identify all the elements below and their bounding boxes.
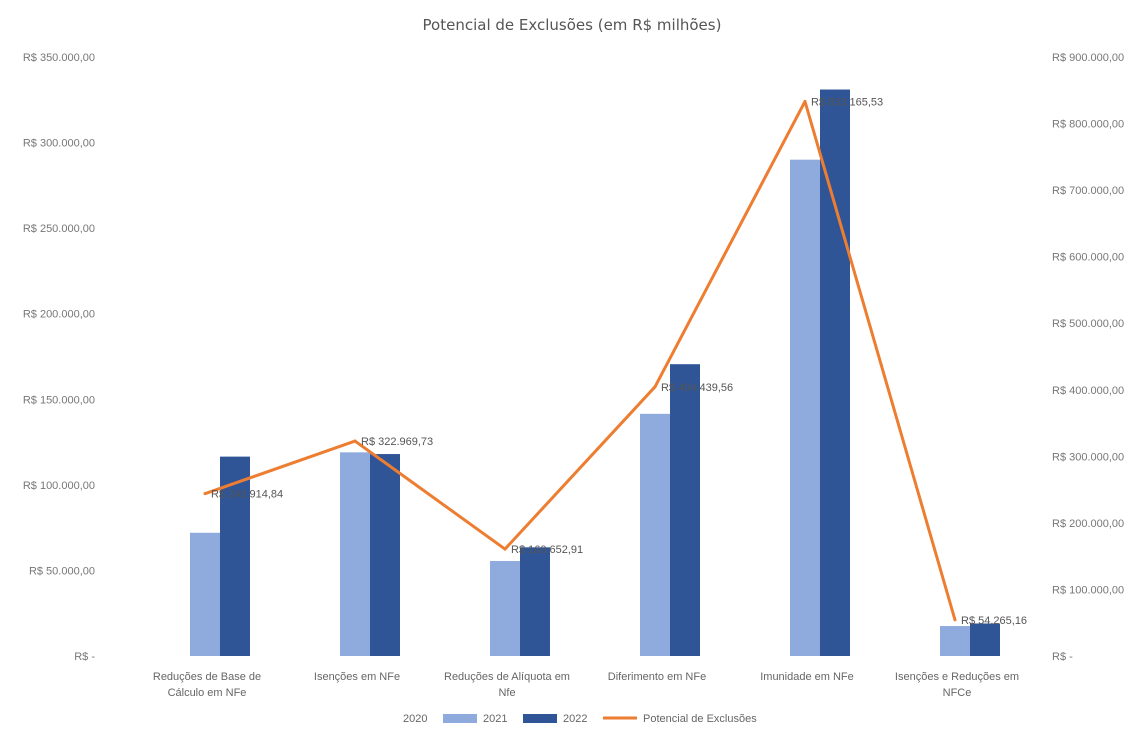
bar-2021-1 [340, 452, 370, 656]
bar-2022-0 [220, 456, 250, 656]
right-tick-label: R$ 800.000,00 [1052, 119, 1124, 131]
category-axis: Reduções de Base de Cálculo em NFe Isençõe… [153, 671, 1019, 699]
left-tick-label: R$ 50.000,00 [29, 565, 95, 577]
data-label-5: R$ 54.265,16 [961, 615, 1027, 627]
line-point-4 [803, 99, 807, 103]
left-tick-label: R$ - [74, 651, 95, 663]
right-tick-label: R$ 900.000,00 [1052, 52, 1124, 64]
bar-2022-4 [820, 89, 850, 656]
line-point-5 [953, 618, 957, 622]
category-label-5: Isenções e Reduções em [895, 671, 1019, 683]
right-tick-label: R$ - [1052, 651, 1073, 663]
category-label-2: Nfe [498, 687, 515, 699]
data-label-1: R$ 322.969,73 [361, 436, 433, 448]
right-tick-label: R$ 500.000,00 [1052, 318, 1124, 330]
bar-2022-5 [970, 623, 1000, 656]
category-label-2: Reduções de Alíquota em [444, 671, 570, 683]
legend-swatch-2022 [523, 714, 557, 723]
legend-label-0: 2020 [403, 713, 427, 725]
legend-label-2: 2022 [563, 713, 587, 725]
bar-2021-3 [640, 413, 670, 656]
left-tick-label: R$ 250.000,00 [23, 223, 95, 235]
legend-swatch-2021 [443, 714, 477, 723]
legend-label-3: Potencial de Exclusões [643, 713, 757, 725]
category-label-0: Cálculo em NFe [168, 687, 247, 699]
bar-2022-2 [520, 547, 550, 656]
right-tick-label: R$ 100.000,00 [1052, 584, 1124, 596]
data-labels: R$ 243.914,84 R$ 322.969,73 R$ 160.652,91 R… [211, 96, 1027, 626]
left-tick-label: R$ 100.000,00 [23, 480, 95, 492]
right-tick-label: R$ 400.000,00 [1052, 385, 1124, 397]
bar-2021-2 [490, 561, 520, 656]
data-label-4: R$ 833.165,53 [811, 96, 883, 108]
right-tick-label: R$ 600.000,00 [1052, 252, 1124, 264]
data-label-2: R$ 160.652,91 [511, 544, 583, 556]
bar-series [190, 89, 1000, 656]
line-point-3 [653, 385, 657, 389]
right-tick-label: R$ 200.000,00 [1052, 518, 1124, 530]
line-point-0 [203, 492, 207, 496]
bar-2021-4 [790, 159, 820, 656]
line-potencial-exclusoes [204, 99, 957, 621]
left-tick-label: R$ 150.000,00 [23, 394, 95, 406]
left-tick-label: R$ 350.000,00 [23, 52, 95, 64]
bar-2022-3 [670, 364, 700, 656]
bar-2022-1 [370, 454, 400, 656]
category-label-5: NFCe [943, 687, 972, 699]
legend: 2020 2021 2022 Potencial de Exclusões [403, 713, 757, 725]
data-label-0: R$ 243.914,84 [211, 489, 283, 501]
category-label-3: Diferimento em NFe [608, 671, 706, 683]
legend-label-1: 2021 [483, 713, 507, 725]
category-label-4: Imunidade em NFe [760, 671, 854, 683]
bar-2021-0 [190, 532, 220, 656]
bar-2021-5 [940, 626, 970, 656]
line-point-1 [353, 439, 357, 443]
line-series [203, 99, 957, 622]
chart-title: Potencial de Exclusões (em R$ milhões) [423, 16, 722, 34]
left-tick-label: R$ 300.000,00 [23, 138, 95, 150]
right-tick-label: R$ 700.000,00 [1052, 185, 1124, 197]
line-point-2 [503, 547, 507, 551]
left-axis: R$ - R$ 50.000,00 R$ 100.000,00 R$ 150.000,… [23, 52, 96, 663]
left-tick-label: R$ 200.000,00 [23, 309, 95, 321]
right-axis: R$ - R$ 100.000,00 R$ 200.000,00 R$ 300.000… [1052, 52, 1124, 663]
category-label-1: Isenções em NFe [314, 671, 400, 683]
right-tick-label: R$ 300.000,00 [1052, 451, 1124, 463]
category-label-0: Reduções de Base de [153, 671, 261, 683]
data-label-3: R$ 404.439,56 [661, 382, 733, 394]
